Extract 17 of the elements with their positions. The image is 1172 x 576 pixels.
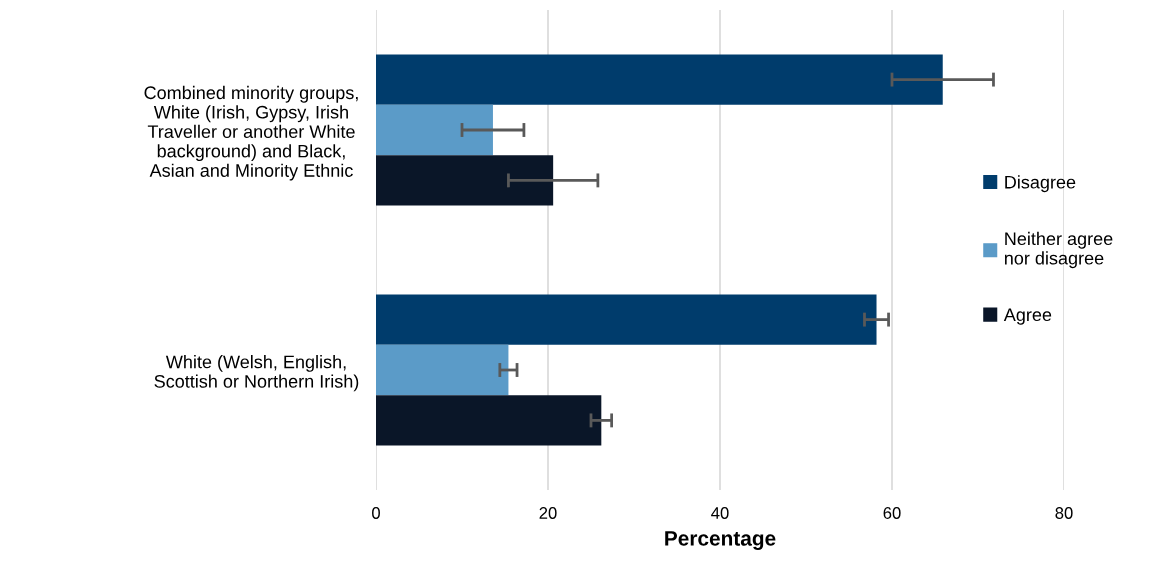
legend-label: Neither agree nor disagree — [1004, 231, 1113, 269]
x-axis-title: Percentage — [665, 531, 776, 550]
x-tick-label: 80 — [1055, 507, 1073, 519]
bar — [376, 344, 509, 396]
y-tick-label: White (Welsh, English, Scottish or Northern Irish) — [154, 355, 359, 392]
x-tick-label: 0 — [372, 507, 380, 519]
bar — [376, 54, 943, 105]
bar — [376, 294, 877, 345]
legend-label: Disagree — [1005, 175, 1076, 193]
legend-label: Agree — [1003, 308, 1052, 325]
bar — [376, 104, 493, 156]
x-tick-label: 60 — [883, 507, 901, 519]
x-tick-label: 20 — [539, 507, 557, 519]
x-tick-label: 40 — [711, 507, 729, 519]
y-tick-label: Combined minority groups, White (Irish, Gypsy, Irish Traveller or another White background) and Black, Asian and Minority Ethnic — [144, 85, 358, 181]
bar — [376, 155, 554, 206]
bar — [376, 395, 602, 446]
